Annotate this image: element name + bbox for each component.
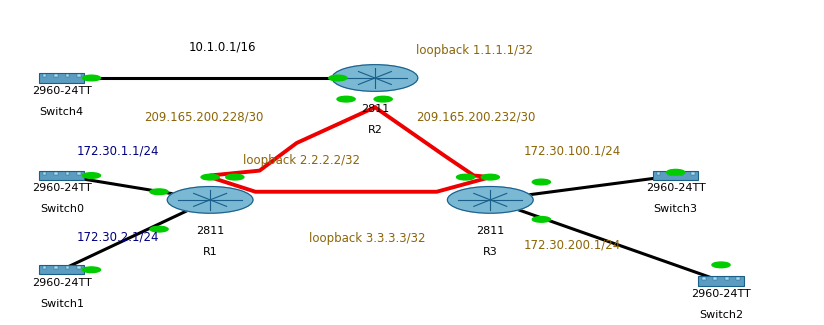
Text: loopback 2.2.2.2/32: loopback 2.2.2.2/32 xyxy=(243,154,360,167)
Text: R2: R2 xyxy=(368,125,382,136)
FancyBboxPatch shape xyxy=(54,266,58,269)
FancyBboxPatch shape xyxy=(66,172,69,175)
FancyBboxPatch shape xyxy=(653,171,698,180)
Ellipse shape xyxy=(332,65,418,91)
FancyBboxPatch shape xyxy=(691,172,695,175)
FancyBboxPatch shape xyxy=(66,266,69,269)
Ellipse shape xyxy=(337,96,355,102)
Text: 2960-24TT: 2960-24TT xyxy=(691,289,751,299)
FancyBboxPatch shape xyxy=(54,172,58,175)
FancyBboxPatch shape xyxy=(77,172,81,175)
Ellipse shape xyxy=(532,216,550,222)
Text: 172.30.1.1/24: 172.30.1.1/24 xyxy=(77,145,159,158)
FancyBboxPatch shape xyxy=(39,265,84,274)
Ellipse shape xyxy=(481,174,499,180)
Text: 2960-24TT: 2960-24TT xyxy=(646,183,705,193)
Text: Switch0: Switch0 xyxy=(40,204,84,215)
Text: 2811: 2811 xyxy=(476,226,504,236)
Text: 209.165.200.228/30: 209.165.200.228/30 xyxy=(144,111,264,124)
Text: Switch2: Switch2 xyxy=(699,310,743,320)
FancyBboxPatch shape xyxy=(668,172,672,175)
FancyBboxPatch shape xyxy=(702,277,705,280)
FancyBboxPatch shape xyxy=(43,172,46,175)
FancyBboxPatch shape xyxy=(39,171,84,180)
FancyBboxPatch shape xyxy=(737,277,740,280)
Text: 2960-24TT: 2960-24TT xyxy=(32,183,91,193)
Text: 172.30.2.1/24: 172.30.2.1/24 xyxy=(77,231,159,244)
FancyBboxPatch shape xyxy=(680,172,683,175)
Text: 172.30.200.1/24: 172.30.200.1/24 xyxy=(523,239,620,252)
Ellipse shape xyxy=(447,187,533,213)
Ellipse shape xyxy=(201,174,219,180)
Ellipse shape xyxy=(167,187,253,213)
FancyBboxPatch shape xyxy=(725,277,728,280)
Ellipse shape xyxy=(82,173,101,178)
Text: Switch3: Switch3 xyxy=(653,204,698,215)
Text: R3: R3 xyxy=(483,247,498,257)
Text: loopback 1.1.1.1/32: loopback 1.1.1.1/32 xyxy=(416,44,533,57)
Ellipse shape xyxy=(667,169,685,175)
FancyBboxPatch shape xyxy=(66,74,69,77)
Text: 209.165.200.232/30: 209.165.200.232/30 xyxy=(416,111,536,124)
Text: 2811: 2811 xyxy=(196,226,224,236)
FancyBboxPatch shape xyxy=(54,74,58,77)
FancyBboxPatch shape xyxy=(77,74,81,77)
Ellipse shape xyxy=(329,75,347,81)
FancyBboxPatch shape xyxy=(39,73,84,83)
Text: 2811: 2811 xyxy=(361,104,389,114)
Ellipse shape xyxy=(712,262,730,268)
Ellipse shape xyxy=(456,174,475,180)
FancyBboxPatch shape xyxy=(43,74,46,77)
Text: Switch1: Switch1 xyxy=(40,299,84,309)
FancyBboxPatch shape xyxy=(657,172,660,175)
Text: 172.30.100.1/24: 172.30.100.1/24 xyxy=(523,145,620,158)
Ellipse shape xyxy=(532,179,550,185)
Ellipse shape xyxy=(150,226,168,232)
Ellipse shape xyxy=(226,174,244,180)
Text: 2960-24TT: 2960-24TT xyxy=(32,278,91,288)
FancyBboxPatch shape xyxy=(714,277,717,280)
Ellipse shape xyxy=(82,75,101,81)
Ellipse shape xyxy=(374,96,392,102)
Ellipse shape xyxy=(150,189,168,195)
Text: loopback 3.3.3.3/32: loopback 3.3.3.3/32 xyxy=(309,232,425,245)
Ellipse shape xyxy=(82,267,101,273)
Text: 2960-24TT: 2960-24TT xyxy=(32,86,91,96)
Text: Switch4: Switch4 xyxy=(40,107,84,117)
Text: R1: R1 xyxy=(203,247,218,257)
FancyBboxPatch shape xyxy=(698,277,743,286)
FancyBboxPatch shape xyxy=(43,266,46,269)
FancyBboxPatch shape xyxy=(77,266,81,269)
Text: 10.1.0.1/16: 10.1.0.1/16 xyxy=(189,41,256,54)
